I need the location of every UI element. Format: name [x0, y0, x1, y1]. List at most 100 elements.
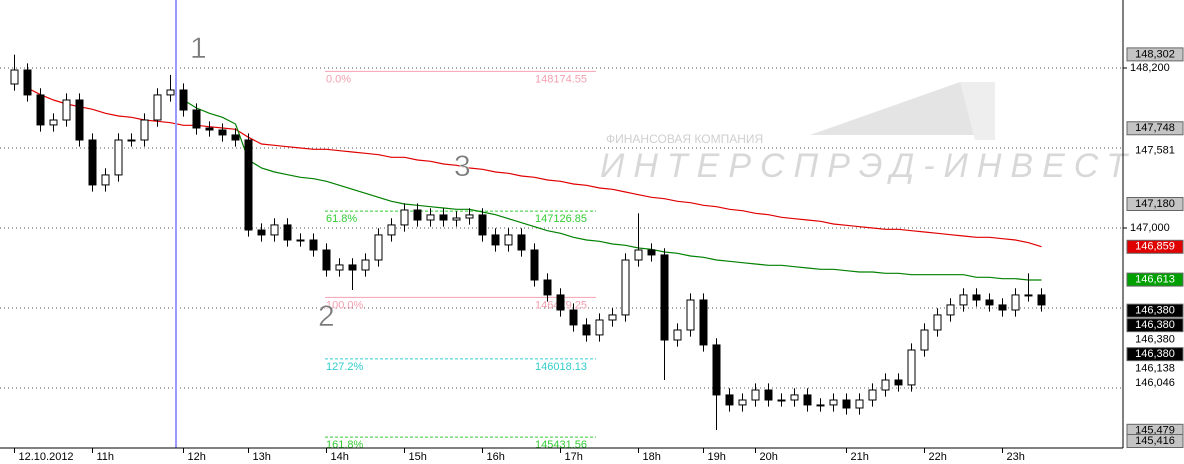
candle-body — [933, 314, 942, 331]
candle-body — [686, 299, 695, 331]
x-tick-label: 12.10.2012 — [19, 451, 74, 463]
price-marker-label: 146,138 — [1135, 363, 1175, 375]
candle-body — [231, 134, 240, 141]
candle-body — [10, 69, 19, 85]
candle-body — [803, 394, 812, 406]
price-marker-label: 146,380 — [1135, 334, 1175, 346]
candle-body — [192, 109, 201, 129]
x-tick-label: 18h — [643, 451, 661, 463]
candle-body — [452, 217, 461, 221]
candle-body — [478, 214, 487, 236]
candle-body — [556, 294, 565, 311]
candle-body — [920, 329, 929, 351]
candle-body — [439, 214, 448, 221]
price-marker-label: 147,581 — [1135, 144, 1175, 156]
candle-body — [985, 299, 994, 306]
candle-body — [764, 389, 773, 401]
candle-body — [881, 379, 890, 391]
candle-body — [673, 329, 682, 341]
candle-body — [777, 399, 786, 402]
candle-body — [868, 389, 877, 401]
candle-body — [504, 234, 513, 246]
annotation: 2 — [318, 300, 335, 333]
candle-body — [62, 99, 71, 121]
candle-body — [283, 224, 292, 241]
fib-price-label: 146018.13 — [535, 361, 587, 373]
annotation: 3 — [454, 150, 471, 183]
candle-body — [894, 379, 903, 386]
candle-body — [842, 399, 851, 409]
price-marker — [1126, 239, 1184, 254]
candle-body — [712, 344, 721, 396]
x-tick-label: 13h — [253, 451, 271, 463]
y-tick-label: 148,200 — [1130, 62, 1170, 74]
fib-price-label: 147126.85 — [535, 213, 587, 225]
candle-body — [647, 249, 656, 256]
fib-level-label: 0.0% — [326, 73, 351, 85]
price-marker — [1126, 347, 1184, 362]
fib-price-label: 148174.55 — [535, 73, 587, 85]
price-marker-label: 145,416 — [1135, 435, 1175, 447]
price-marker — [1126, 197, 1184, 211]
candle-body — [153, 94, 162, 121]
price-marker — [1126, 272, 1184, 287]
candle-body — [829, 399, 838, 406]
fib-level-label: 61.8% — [326, 213, 357, 225]
candle-body — [127, 139, 136, 142]
candle-body — [322, 249, 331, 271]
candle-body — [257, 229, 266, 236]
candle-body — [114, 139, 123, 176]
x-tick-label: 22h — [929, 451, 947, 463]
candles — [10, 54, 1046, 430]
price-marker — [1126, 434, 1184, 448]
logo-shape — [960, 82, 995, 140]
candle-body — [88, 139, 97, 186]
x-tick-label: 11h — [97, 451, 115, 463]
x-tick-label: 23h — [1007, 451, 1025, 463]
candle-body — [374, 234, 383, 261]
candle-body — [855, 399, 864, 409]
candle-body — [517, 234, 526, 251]
price-marker-label: 146,380 — [1135, 319, 1175, 331]
candle-body — [413, 209, 422, 221]
candle-body — [790, 394, 799, 401]
watermark-company: ФИНАНСОВАЯ КОМПАНИЯ — [606, 132, 763, 146]
price-marker-label: 146,859 — [1135, 241, 1175, 253]
candle-body — [608, 314, 617, 321]
candle-body — [166, 89, 175, 96]
x-tick-label: 16h — [487, 451, 505, 463]
candle-body — [621, 259, 630, 316]
x-tick-label: 15h — [409, 451, 427, 463]
candle-body — [946, 304, 955, 316]
candle-body — [348, 264, 357, 271]
candle-body — [699, 299, 708, 346]
candle-body — [816, 404, 825, 407]
price-marker-label: 147,748 — [1135, 122, 1175, 134]
watermark-logo — [810, 82, 995, 140]
price-marker — [1126, 303, 1184, 318]
candle-body — [361, 259, 370, 271]
fib-level-label: 100.0% — [326, 299, 364, 311]
candle-body — [270, 224, 279, 236]
price-marker — [1126, 318, 1184, 333]
watermark-brand: ИНТЕРСПРЭД-ИНВЕСТ — [600, 147, 1136, 185]
candle-body — [140, 119, 149, 141]
annotation: 1 — [190, 32, 207, 65]
fib-level-label: 127.2% — [326, 361, 364, 373]
price-marker — [1126, 121, 1184, 136]
candle-body — [309, 239, 318, 251]
candle-body — [426, 214, 435, 221]
candle-body — [907, 349, 916, 386]
candle-body — [959, 294, 968, 306]
candle-body — [205, 127, 214, 131]
candle-body — [465, 214, 474, 219]
candle-body — [23, 69, 32, 96]
price-marker-label: 146,380 — [1135, 348, 1175, 360]
price-marker-label: 147,180 — [1135, 198, 1175, 210]
candle-body — [296, 239, 305, 242]
x-tick-label: 17h — [565, 451, 583, 463]
candle-body — [1037, 294, 1046, 306]
candle-body — [998, 304, 1007, 311]
candle-body — [218, 129, 227, 136]
candle-body — [972, 294, 981, 301]
